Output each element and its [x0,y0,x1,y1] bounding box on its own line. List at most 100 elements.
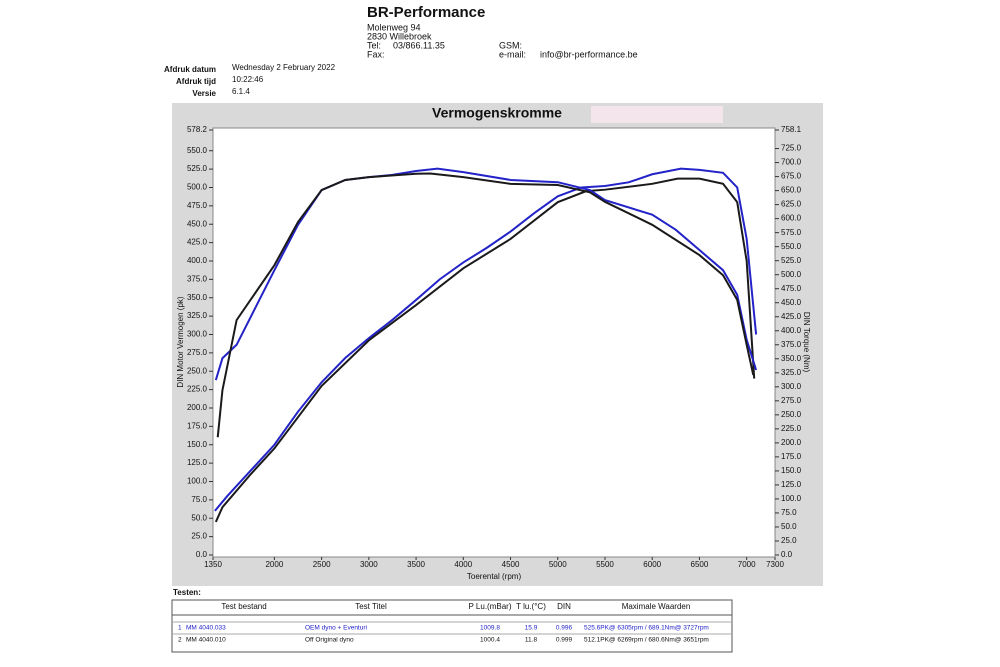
y2-tick-label: 700.0 [781,158,802,167]
x-tick-label: 2000 [265,560,283,569]
line [216,172,755,438]
x-tick-label: 3000 [360,560,378,569]
y2-tick-label: 175.0 [781,452,802,461]
fax-label: Fax: [367,49,385,59]
y2-tick-label: 125.0 [781,480,802,489]
y2-tick-label: 425.0 [781,312,802,321]
table-header: Test bestand [221,602,266,611]
x-tick-label: 6000 [643,560,661,569]
street: Molenweg 94 [367,22,421,32]
y-tick-label: 250.0 [187,366,208,375]
y-tick-label: 400.0 [187,256,208,265]
y-tick-label: 450.0 [187,219,208,228]
y2-tick-label: 100.0 [781,494,802,503]
table-cell: 525.6PK@ 6305rpm / 689.1Nm@ 3727rpm [584,625,709,632]
y-tick-label: 50.0 [191,513,207,522]
tel: 03/866.11.35 [393,40,445,50]
y2-tick-label: 500.0 [781,270,802,279]
y2-tick-label: 325.0 [781,368,802,377]
table-cell: MM 4040.010 [186,637,226,644]
y2-tick-label: 758.1 [781,125,802,134]
y2-tick-label: 250.0 [781,410,802,419]
table-cell: MM 4040.033 [186,625,226,632]
y2-tick-label: 75.0 [781,508,797,517]
email: info@br-performance.be [540,49,638,59]
line [214,177,756,523]
x-tick-label: 7300 [766,560,784,569]
y2-tick-label: 475.0 [781,284,802,293]
chart-title: Vermogenskromme [432,105,562,121]
y-tick-label: 225.0 [187,385,208,394]
y-tick-label: 325.0 [187,311,208,320]
y2-tick-label: 375.0 [781,340,802,349]
company: BR-Performance [367,4,485,21]
table-title: Testen: [173,588,201,597]
city: 2830 Willebroek [367,31,432,41]
y-tick-label: 578.2 [187,125,208,134]
line [214,167,758,381]
y-tick-label: 525.0 [187,164,208,173]
email-label: e-mail: [499,49,526,59]
table-cell: Off Original dyno [305,637,354,644]
table-cell: 11.8 [525,637,538,644]
y-tick-label: 100.0 [187,477,208,486]
info-value: 6.1.4 [232,87,250,96]
y-tick-label: 350.0 [187,293,208,302]
y2-tick-label: 600.0 [781,214,802,223]
y-tick-label: 150.0 [187,440,208,449]
y-tick-label: 375.0 [187,274,208,283]
table-cell: 2 [178,637,182,644]
y2-tick-label: 625.0 [781,200,802,209]
y-tick-label: 475.0 [187,201,208,210]
info-label: Afdruk datum [164,65,216,74]
y-tick-label: 275.0 [187,348,208,357]
plot-area [212,127,776,558]
y2-tick-label: 0.0 [781,550,793,559]
x-tick-label: 4500 [502,560,520,569]
table-cell: 15.9 [525,625,538,632]
x-tick-label: 4000 [454,560,472,569]
y2-tick-label: 650.0 [781,186,802,195]
gsm-label: GSM: [499,40,522,50]
y-tick-label: 125.0 [187,458,208,467]
y-tick-label: 25.0 [191,532,207,541]
table-frame [171,599,733,653]
table-cell: 0.999 [556,637,573,644]
x-tick-label: 6500 [691,560,709,569]
y2-tick-label: 400.0 [781,326,802,335]
info-label: Afdruk tijd [176,77,216,86]
y2-tick-label: 525.0 [781,256,802,265]
table-header: Maximale Waarden [622,602,691,611]
y-axis-label: DIN Motor Vermogen (pk) [176,296,185,387]
y-tick-label: 500.0 [187,183,208,192]
y-tick-label: 75.0 [191,495,207,504]
y-tick-label: 175.0 [187,421,208,430]
info-value: Wednesday 2 February 2022 [232,63,336,72]
x-tick-label: 3500 [407,560,425,569]
table-cell: 1000.4 [480,637,500,644]
tel-label: Tel: [367,40,381,50]
y-tick-label: 0.0 [196,550,208,559]
x-tick-label: 2500 [313,560,331,569]
table-header: T lu.(°C) [516,602,546,611]
title-box [591,106,723,123]
table-cell: 512.1PK@ 6269rpm / 680.6Nm@ 3651rpm [584,637,709,644]
y2-tick-label: 575.0 [781,228,802,237]
x-tick-label: 5500 [596,560,614,569]
table-header: DIN [557,602,571,611]
y2-tick-label: 25.0 [781,536,797,545]
y-tick-label: 425.0 [187,238,208,247]
y2-tick-label: 725.0 [781,144,802,153]
y2-axis-label: DIN Torque (Nm) [802,312,811,373]
y2-tick-label: 225.0 [781,424,802,433]
y2-tick-label: 200.0 [781,438,802,447]
y-tick-label: 200.0 [187,403,208,412]
info-value: 10:22:46 [232,75,264,84]
y2-tick-label: 300.0 [781,382,802,391]
y2-tick-label: 150.0 [781,466,802,475]
x-tick-label: 7000 [738,560,756,569]
table-cell: 1 [178,625,182,632]
y2-tick-label: 350.0 [781,354,802,363]
y2-tick-label: 550.0 [781,242,802,251]
